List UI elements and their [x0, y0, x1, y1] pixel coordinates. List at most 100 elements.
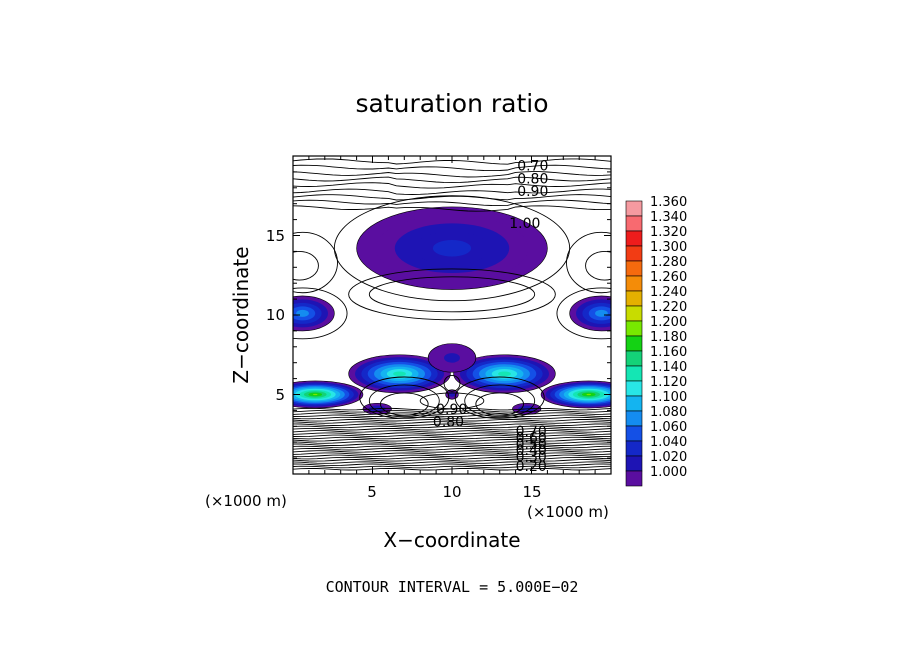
colorbar-swatch-1.120 [625, 380, 643, 397]
contour-line-upper [293, 164, 611, 172]
center-small-cloud-level-1.03 [450, 393, 454, 396]
colorbar-swatch-1.000 [625, 470, 643, 487]
contour-interval-footer: CONTOUR INTERVAL = 5.000E−02 [326, 578, 579, 596]
left-edge-cloud-level-1.09 [299, 311, 306, 316]
contour-line-lower [293, 410, 611, 413]
chart-title: saturation ratio [355, 89, 548, 118]
colorbar-label-1.260: 1.260 [650, 270, 687, 285]
colorbar-swatch-1.240 [625, 290, 643, 307]
contour-line-upper [293, 182, 611, 189]
contour-line-upper [293, 176, 611, 184]
contour-outline [585, 250, 611, 281]
colorbar-label-1.340: 1.340 [650, 210, 687, 225]
contour-line-lower [293, 436, 611, 440]
colorbar-label-1.120: 1.120 [650, 375, 687, 390]
colorbar-swatch-1.180 [625, 335, 643, 352]
colorbar-swatch-1.360 [625, 200, 643, 217]
left-bottom-cloud-level-1.20 [312, 393, 318, 396]
contour-outline [475, 392, 525, 416]
colorbar-swatch-1.280 [625, 260, 643, 277]
contour-line-lower [293, 421, 611, 424]
contour-line-lower [293, 456, 611, 460]
contour-line-lower [293, 452, 611, 455]
contour-line-lower [293, 419, 611, 422]
colorbar-swatch-1.200 [625, 320, 643, 337]
colorbar-label-1.000: 1.000 [650, 465, 687, 480]
contour-label-3: 1.00 [509, 216, 540, 232]
contour-line-lower [293, 432, 611, 435]
upper-cloud [356, 206, 548, 290]
colorbar-label-1.300: 1.300 [650, 240, 687, 255]
contour-outline [359, 376, 450, 419]
contour-outline [379, 392, 429, 416]
contour-line-lower [293, 443, 611, 446]
contour-outline [333, 195, 571, 302]
colorbar-label-1.180: 1.180 [650, 330, 687, 345]
upper-cloud-level-1.04 [432, 239, 472, 257]
colorbar-swatch-1.340 [625, 215, 643, 232]
y-tick-label-15: 15 [266, 227, 285, 245]
y-axis-title: Z−coordinate [229, 246, 253, 383]
y-unit-label: (×1000 m) [205, 492, 287, 510]
colorbar-swatch-1.020 [625, 455, 643, 472]
contour-label-8: 0.50 [516, 437, 547, 453]
colorbar-swatch-1.160 [625, 350, 643, 367]
right-edge-cloud-level-1.09 [598, 311, 605, 316]
colorbar-label-1.100: 1.100 [650, 390, 687, 405]
right-middle-cloud-level-1.15 [501, 372, 508, 376]
contour-line-upper [293, 205, 611, 212]
colorbar-label-1.020: 1.020 [650, 450, 687, 465]
filled-regions [293, 206, 611, 415]
contour-line-lower [293, 454, 611, 458]
contour-outline [293, 231, 338, 294]
colorbar-label-1.040: 1.040 [650, 435, 687, 450]
contour-outline [454, 376, 545, 419]
axis-ticks [293, 156, 611, 474]
colorbar-label-1.080: 1.080 [650, 405, 687, 420]
x-tick-label-15: 15 [522, 483, 541, 501]
contour-outline [293, 287, 348, 340]
contour-line-lower [293, 423, 611, 426]
contour-outline [464, 384, 536, 418]
left-middle-cloud-level-1.15 [396, 372, 403, 376]
contour-label-7: 0.60 [516, 430, 547, 446]
colorbar-label-1.140: 1.140 [650, 360, 687, 375]
left-middle-cloud [348, 354, 451, 394]
right-bottom-cloud [540, 380, 611, 409]
contour-line-upper [293, 199, 611, 207]
contour-line-lower [293, 430, 611, 433]
colorbar-label-1.220: 1.220 [650, 300, 687, 315]
contour-outline [556, 287, 611, 340]
contour-line-upper [293, 171, 611, 178]
colorbar-label-1.360: 1.360 [650, 195, 687, 210]
contour-line-lower [293, 414, 611, 418]
contour-line-upper [293, 188, 611, 195]
contour-outline [368, 384, 440, 418]
x-axis-title: X−coordinate [383, 528, 520, 552]
contour-label-0: 0.70 [517, 159, 548, 175]
colorbar-swatch-1.080 [625, 410, 643, 427]
contour-label-2: 0.90 [517, 184, 548, 200]
contour-label-10: 0.30 [516, 450, 547, 466]
contour-line-lower [293, 447, 611, 451]
contour-line-lower [293, 441, 611, 444]
x-tick-label-5: 5 [367, 483, 377, 501]
contour-line-lower [293, 434, 611, 438]
contour-line-lower [293, 425, 611, 429]
colorbar-swatch-1.260 [625, 275, 643, 292]
colorbar-label-1.320: 1.320 [650, 225, 687, 240]
colorbar-label-1.060: 1.060 [650, 420, 687, 435]
colorbar-swatch-1.040 [625, 440, 643, 457]
contour-label-1: 0.80 [517, 171, 548, 187]
left-edge-cloud [293, 295, 335, 332]
contour-label-4: 0.90 [436, 402, 467, 418]
contour-outline [293, 250, 319, 281]
colorbar-label-1.240: 1.240 [650, 285, 687, 300]
contour-line-lower [293, 450, 611, 453]
contour-line-lower [293, 463, 611, 467]
contour-outline [566, 231, 611, 294]
colorbar-label-1.160: 1.160 [650, 345, 687, 360]
colorbar-swatch-1.300 [625, 245, 643, 262]
left-bottom-cloud [293, 380, 364, 409]
